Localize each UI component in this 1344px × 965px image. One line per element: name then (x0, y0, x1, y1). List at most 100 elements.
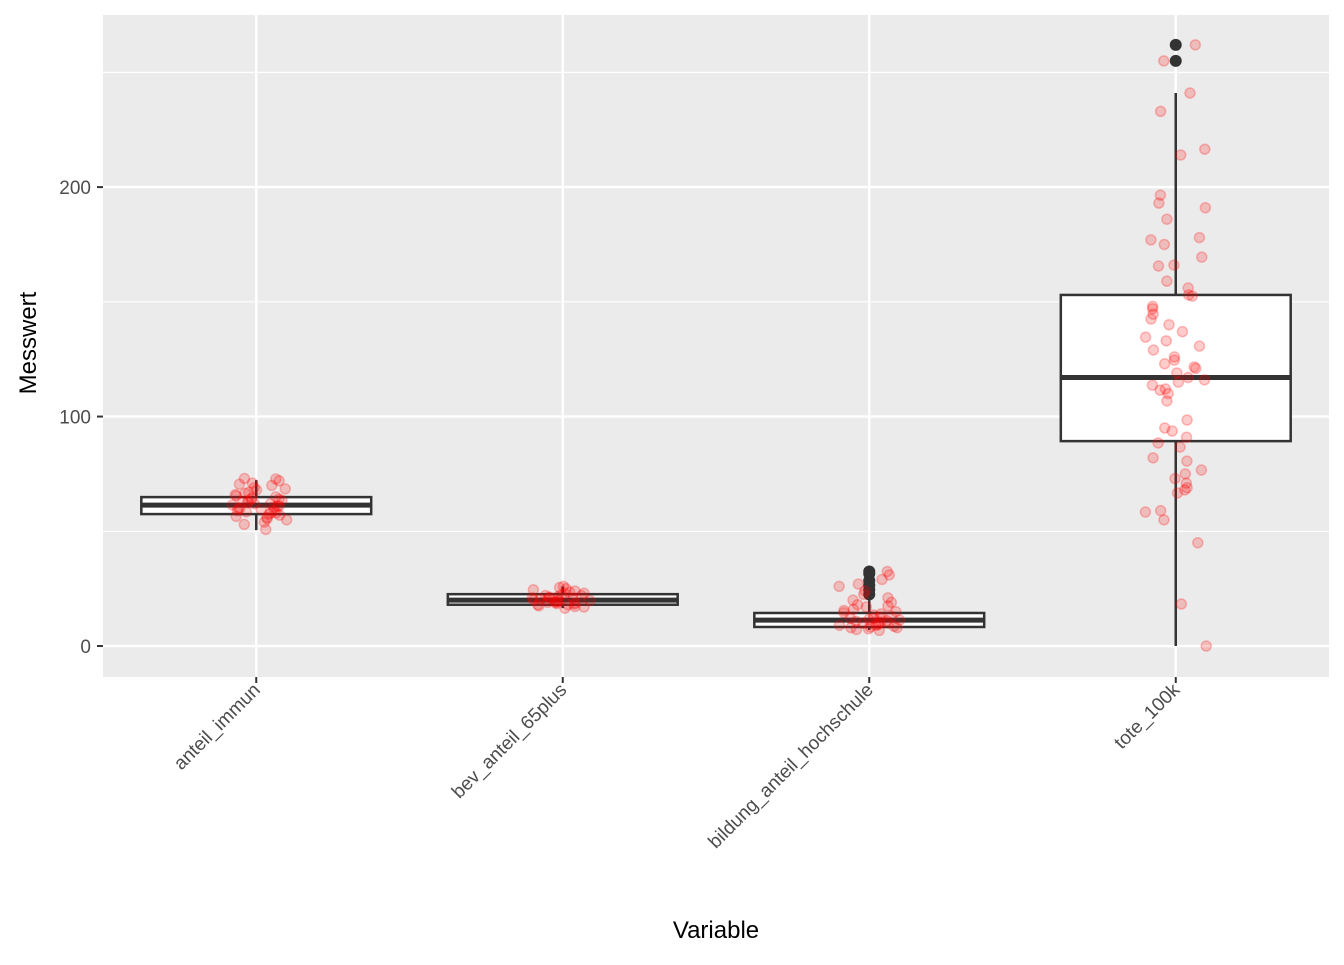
outlier-point (1169, 54, 1182, 67)
data-point (234, 502, 246, 515)
x-tick-label: bildung_anteil_hochschule (705, 680, 878, 853)
data-point (1158, 358, 1171, 370)
data-point (231, 504, 244, 517)
data-point (569, 585, 581, 597)
data-point (1163, 319, 1175, 331)
data-point (569, 597, 581, 609)
data-point (1147, 452, 1159, 464)
data-point (844, 612, 857, 625)
data-point (1181, 481, 1193, 494)
data-point (248, 498, 261, 510)
data-point (1175, 149, 1187, 161)
data-point (246, 492, 258, 504)
data-point (567, 592, 579, 605)
data-point (1152, 437, 1164, 449)
data-point (238, 472, 251, 485)
data-point (838, 607, 850, 619)
data-point (531, 598, 544, 611)
x-tick-label: bev_anteil_65plus (448, 680, 571, 803)
data-point (1166, 425, 1178, 437)
data-point (271, 500, 284, 512)
data-point (876, 573, 888, 586)
data-point (891, 621, 903, 634)
data-point (273, 500, 285, 512)
data-point (550, 597, 563, 610)
data-point (264, 498, 277, 510)
data-point (1158, 238, 1171, 251)
data-point (1189, 39, 1202, 51)
data-point (539, 589, 552, 602)
data-point (1181, 455, 1193, 467)
data-point (1159, 383, 1172, 395)
data-point (1154, 189, 1167, 201)
data-point (893, 614, 906, 626)
data-point (242, 496, 254, 509)
outlier-point (1169, 38, 1182, 51)
data-point (882, 617, 894, 629)
data-point (260, 523, 272, 536)
data-point (268, 501, 280, 513)
x-axis: anteil_immun bev_anteil_65plus bildung_ant… (170, 677, 1185, 853)
data-point (555, 588, 568, 601)
data-point (569, 600, 581, 613)
outlier-point (863, 565, 876, 578)
data-point (270, 473, 282, 485)
data-point (872, 618, 885, 630)
data-point (1182, 282, 1194, 294)
data-point (280, 514, 293, 526)
data-point (230, 510, 242, 523)
data-point (1181, 414, 1193, 426)
x-tick-label: tote_100k (1110, 679, 1184, 753)
data-point (238, 518, 251, 531)
data-point (1146, 300, 1159, 313)
data-point (881, 565, 894, 578)
data-point (1139, 331, 1152, 343)
data-point (1146, 302, 1159, 315)
data-point (559, 602, 571, 614)
data-point (860, 601, 873, 613)
data-point (1154, 384, 1166, 396)
data-point (236, 495, 249, 508)
data-point (1171, 367, 1183, 379)
data-point (1169, 472, 1181, 485)
data-point (847, 594, 859, 606)
x-axis-title: Variable (673, 917, 759, 944)
data-point (851, 598, 864, 611)
data-point (1168, 259, 1180, 271)
data-point (268, 504, 281, 517)
boxes (140, 38, 1292, 647)
x-tick-label: anteil_immun (170, 680, 265, 775)
data-point (1161, 395, 1173, 407)
box-tote_100k (1059, 293, 1292, 443)
data-point (1193, 231, 1206, 244)
y-tick-label: 100 (59, 408, 91, 429)
data-point (276, 494, 288, 507)
data-point (1199, 143, 1211, 155)
data-point (1152, 260, 1165, 272)
data-point (852, 578, 865, 590)
data-point (261, 512, 274, 525)
data-point (1172, 376, 1185, 388)
data-point (1182, 371, 1194, 384)
data-point (1189, 362, 1202, 375)
data-point (885, 596, 898, 609)
data-point (279, 483, 291, 495)
y-axis-title: Messwert (15, 291, 42, 394)
data-point (867, 612, 880, 625)
data-point (1171, 487, 1184, 499)
data-point (1184, 87, 1196, 99)
data-point (1195, 464, 1208, 476)
data-point (1193, 340, 1206, 352)
data-point (230, 489, 242, 502)
data-point (857, 617, 869, 629)
data-point (1145, 313, 1157, 325)
data-point (266, 479, 278, 492)
data-point (527, 584, 540, 596)
data-point (273, 509, 286, 521)
data-point (890, 605, 902, 618)
data-point (261, 511, 273, 524)
data-point (559, 587, 571, 600)
data-point (543, 591, 556, 603)
data-point (255, 503, 267, 516)
